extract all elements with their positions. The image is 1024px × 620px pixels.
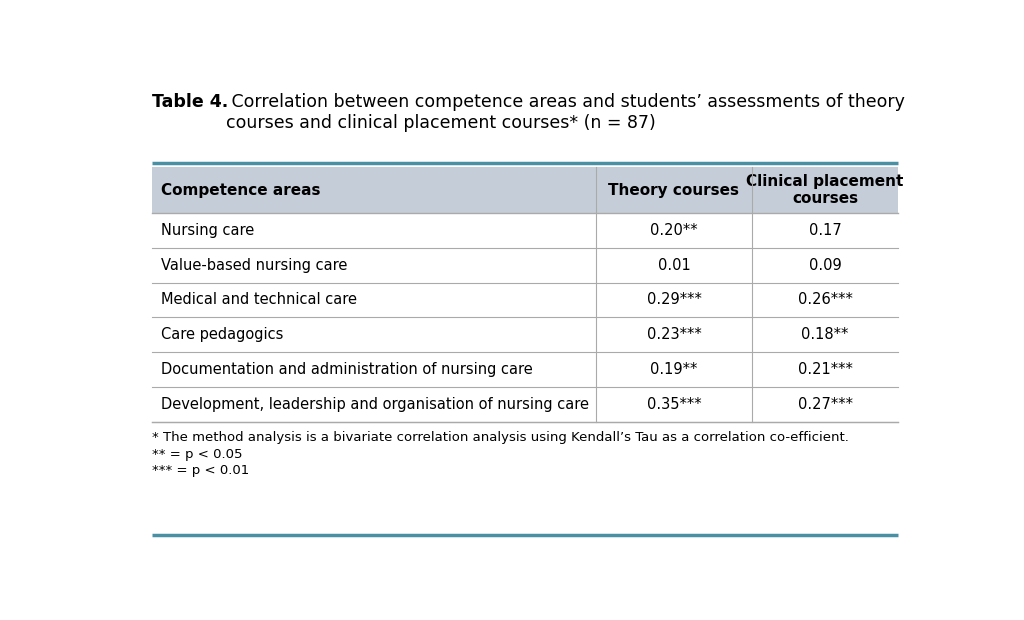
- Text: Nursing care: Nursing care: [162, 223, 255, 238]
- Text: Correlation between competence areas and students’ assessments of theory
courses: Correlation between competence areas and…: [225, 94, 904, 132]
- Text: 0.35***: 0.35***: [647, 397, 701, 412]
- Text: Table 4.: Table 4.: [152, 94, 228, 112]
- Text: Clinical placement
courses: Clinical placement courses: [746, 174, 904, 206]
- Text: Development, leadership and organisation of nursing care: Development, leadership and organisation…: [162, 397, 590, 412]
- Text: 0.09: 0.09: [809, 258, 842, 273]
- Text: Theory courses: Theory courses: [608, 183, 739, 198]
- Text: *** = p < 0.01: *** = p < 0.01: [152, 464, 249, 477]
- Text: 0.21***: 0.21***: [798, 362, 853, 377]
- Text: Competence areas: Competence areas: [162, 183, 321, 198]
- Text: Value-based nursing care: Value-based nursing care: [162, 258, 348, 273]
- Text: * The method analysis is a bivariate correlation analysis using Kendall’s Tau as: * The method analysis is a bivariate cor…: [152, 432, 849, 445]
- Text: 0.20**: 0.20**: [650, 223, 697, 238]
- Text: 0.18**: 0.18**: [802, 327, 849, 342]
- Text: ** = p < 0.05: ** = p < 0.05: [152, 448, 243, 461]
- Text: 0.26***: 0.26***: [798, 293, 853, 308]
- Text: 0.27***: 0.27***: [798, 397, 853, 412]
- Text: 0.17: 0.17: [809, 223, 842, 238]
- Text: Medical and technical care: Medical and technical care: [162, 293, 357, 308]
- Text: 0.23***: 0.23***: [646, 327, 701, 342]
- Text: 0.29***: 0.29***: [646, 293, 701, 308]
- Text: 0.19**: 0.19**: [650, 362, 697, 377]
- Bar: [152, 167, 898, 213]
- Text: Documentation and administration of nursing care: Documentation and administration of nurs…: [162, 362, 534, 377]
- Text: 0.01: 0.01: [657, 258, 690, 273]
- Text: Care pedagogics: Care pedagogics: [162, 327, 284, 342]
